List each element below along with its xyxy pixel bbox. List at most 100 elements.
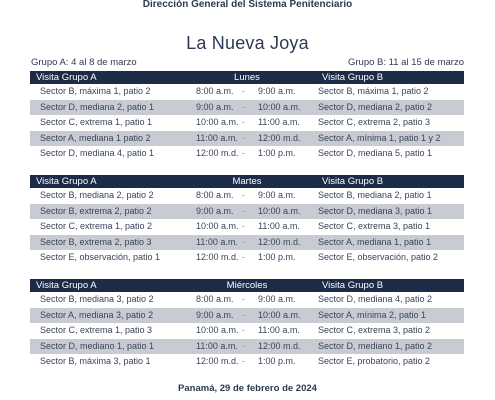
schedule-block: Visita Grupo A Lunes Visita Grupo B Sector … (30, 71, 464, 162)
group-b-sector: Sector E, probatorio, patio 2 (318, 356, 431, 366)
time-separator: - (242, 221, 245, 231)
group-a-sector: Sector B, mediana 2, patio 2 (40, 190, 154, 200)
end-time: 10:00 a.m. (258, 309, 301, 320)
start-time: 12:00 m.d. (196, 148, 239, 158)
group-b-sector: Sector D, mediana 3, patio 1 (318, 205, 433, 216)
place-date: Panamá, 29 de febrero de 2024 (178, 383, 317, 394)
time-separator: - (242, 356, 245, 366)
schedule-row: Sector B, extrema 2, patio 3 11:00 a.m. - 1… (30, 234, 464, 250)
group-a-sector: Sector B, máxima 1, patio 2 (40, 86, 151, 96)
group-b-sector: Sector B, mediana 2, patio 1 (318, 190, 432, 200)
group-b-sector: Sector D, mediana 5, patio 1 (318, 148, 433, 158)
end-time: 1:00 p.m. (258, 148, 296, 158)
start-time: 8:00 a.m. (196, 294, 234, 304)
start-time: 10:00 a.m. (196, 117, 239, 127)
end-time: 10:00 a.m. (258, 205, 301, 216)
end-time: 11:00 a.m. (258, 221, 300, 231)
group-a-sector: Sector C, extrema 1, patio 3 (40, 325, 153, 335)
time-separator: - (242, 309, 245, 320)
group-a-sector: Sector D, mediano 1, patio 1 (40, 340, 155, 351)
day-header: Miércoles (226, 280, 268, 291)
group-a-sector: Sector A, mediana 1 patio 2 (40, 132, 151, 143)
end-time: 11:00 a.m. (258, 117, 300, 127)
group-b-column-header: Visita Grupo B (322, 72, 384, 83)
time-separator: - (242, 294, 245, 304)
group-a-sector: Sector C, extrema 1, patio 1 (40, 117, 153, 127)
group-a-sector: Sector B, mediana 3, patio 2 (40, 294, 154, 304)
time-separator: - (242, 117, 245, 127)
schedule-row: Sector B, extrema 2, patio 2 9:00 a.m. - 10… (30, 203, 464, 219)
time-separator: - (242, 148, 245, 158)
day-header: Lunes (234, 72, 260, 83)
group-b-sector: Sector C, extrema 2, patio 3 (318, 117, 431, 127)
time-separator: - (242, 325, 245, 335)
end-time: 11:00 a.m. (258, 325, 300, 335)
time-separator: - (242, 205, 245, 216)
schedule-header: Visita Grupo A Miércoles Visita Grupo B (30, 279, 464, 292)
start-time: 11:00 a.m. (196, 236, 238, 247)
schedule-row: Sector D, mediana 4, patio 1 12:00 m.d. - 1… (30, 146, 464, 162)
group-a-dates: Grupo A: 4 al 8 de marzo (31, 57, 137, 68)
schedule-row: Sector B, mediana 3, patio 2 8:00 a.m. - 9:… (30, 292, 464, 308)
start-time: 8:00 a.m. (196, 190, 234, 200)
start-time: 12:00 m.d. (196, 252, 239, 262)
group-a-sector: Sector B, máxima 3, patio 1 (40, 356, 151, 366)
end-time: 12:00 m.d. (258, 236, 301, 247)
group-b-dates: Grupo B: 11 al 15 de marzo (348, 57, 464, 68)
end-time: 9:00 a.m. (258, 294, 296, 304)
group-a-column-header: Visita Grupo A (36, 176, 97, 187)
page-title: La Nueva Joya (186, 33, 309, 53)
schedule-block: Visita Grupo A Miércoles Visita Grupo B Sec… (30, 279, 464, 370)
group-a-sector: Sector A, mediana 3, patio 2 (40, 309, 154, 320)
start-time: 9:00 a.m. (196, 309, 234, 320)
end-time: 10:00 a.m. (258, 101, 301, 112)
group-a-sector: Sector C, extrema 1, patio 2 (40, 221, 153, 231)
group-b-sector: Sector A, mínima 1, patio 1 y 2 (318, 132, 441, 143)
time-separator: - (242, 340, 245, 351)
end-time: 1:00 p.m. (258, 356, 296, 366)
schedule-row: Sector D, mediana 2, patio 1 9:00 a.m. - 10… (30, 99, 464, 115)
group-a-column-header: Visita Grupo A (36, 280, 97, 291)
start-time: 9:00 a.m. (196, 101, 234, 112)
group-a-sector: Sector E, observación, patio 1 (40, 252, 161, 262)
group-b-sector: Sector A, mínima 2, patio 1 (318, 309, 427, 320)
schedule-header: Visita Grupo A Martes Visita Grupo B (30, 175, 464, 188)
group-a-sector: Sector D, mediana 4, patio 1 (40, 148, 155, 158)
group-a-sector: Sector B, extrema 2, patio 2 (40, 205, 152, 216)
schedule-row: Sector B, máxima 3, patio 1 12:00 m.d. - 1:… (30, 354, 464, 370)
end-time: 12:00 m.d. (258, 340, 301, 351)
schedule-row: Sector B, mediana 2, patio 2 8:00 a.m. - 9:… (30, 188, 464, 204)
organization-name: Dirección General del Sistema Penitencia… (142, 0, 353, 10)
time-separator: - (242, 236, 245, 247)
schedule-row: Sector C, extrema 1, patio 2 10:00 a.m. - 1… (30, 219, 464, 235)
time-separator: - (242, 252, 245, 262)
group-b-sector: Sector D, mediana 2, patio 2 (318, 101, 433, 112)
group-a-sector: Sector B, extrema 2, patio 3 (40, 236, 152, 247)
time-separator: - (242, 190, 245, 200)
start-time: 10:00 a.m. (196, 325, 239, 335)
start-time: 10:00 a.m. (196, 221, 239, 231)
schedule-row: Sector C, extrema 1, patio 1 10:00 a.m. - 1… (30, 115, 464, 131)
schedule-row: Sector E, observación, patio 1 12:00 m.d.… (30, 250, 464, 266)
group-b-sector: Sector D, mediano 1, patio 2 (318, 340, 433, 351)
end-time: 9:00 a.m. (258, 190, 296, 200)
group-b-sector: Sector D, mediana 4, patio 2 (318, 294, 433, 304)
start-time: 11:00 a.m. (196, 132, 238, 143)
start-time: 9:00 a.m. (196, 205, 234, 216)
schedule-row: Sector A, mediana 1 patio 2 11:00 a.m. - 12… (30, 130, 464, 146)
schedule-row: Sector C, extrema 1, patio 3 10:00 a.m. - 1… (30, 323, 464, 339)
schedule-row: Sector B, máxima 1, patio 2 8:00 a.m. - 9:0… (30, 84, 464, 100)
group-b-sector: Sector A, mediana 1, patio 1 (318, 236, 432, 247)
day-header: Martes (232, 176, 262, 187)
group-b-sector: Sector B, máxima 1, patio 2 (318, 86, 429, 96)
group-b-column-header: Visita Grupo B (322, 176, 384, 187)
start-time: 8:00 a.m. (196, 86, 234, 96)
schedule-row: Sector D, mediano 1, patio 1 11:00 a.m. - 1… (30, 338, 464, 354)
time-separator: - (242, 86, 245, 96)
group-b-sector: Sector C, extrema 3, patio 2 (318, 325, 431, 335)
group-b-sector: Sector E, observación, patio 2 (318, 252, 439, 262)
schedule-header: Visita Grupo A Lunes Visita Grupo B (30, 71, 464, 84)
schedule-row: Sector A, mediana 3, patio 2 9:00 a.m. - 10… (30, 307, 464, 323)
end-time: 1:00 p.m. (258, 252, 296, 262)
group-b-sector: Sector C, extrema 3, patio 1 (318, 221, 431, 231)
